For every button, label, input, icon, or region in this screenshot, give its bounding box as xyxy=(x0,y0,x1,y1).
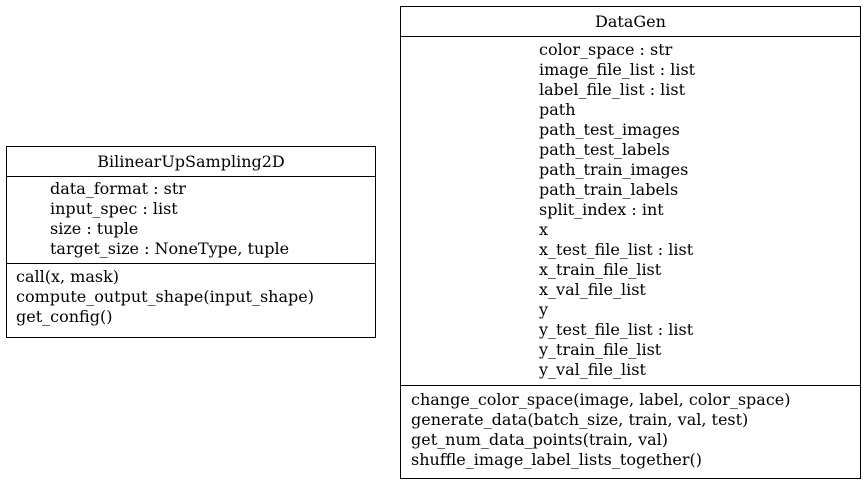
attribute: split_index : int xyxy=(539,200,860,220)
attribute: y_test_file_list : list xyxy=(539,320,860,340)
attributes-section: data_format : str input_spec : list size… xyxy=(7,177,375,264)
class-box-bilinearupsampling2d: BilinearUpSampling2D data_format : str i… xyxy=(6,146,376,338)
attribute: path_train_images xyxy=(539,160,860,180)
method: change_color_space(image, label, color_s… xyxy=(411,390,860,410)
attribute: x xyxy=(539,220,860,240)
method: get_num_data_points(train, val) xyxy=(411,430,860,450)
attribute: path_test_labels xyxy=(539,140,860,160)
method: shuffle_image_label_lists_together() xyxy=(411,450,860,470)
attribute: x_test_file_list : list xyxy=(539,240,860,260)
attribute: y_train_file_list xyxy=(539,340,860,360)
attribute: path xyxy=(539,100,860,120)
class-name: BilinearUpSampling2D xyxy=(7,147,375,177)
attribute: y_val_file_list xyxy=(539,360,860,380)
attribute: path_test_images xyxy=(539,120,860,140)
method: call(x, mask) xyxy=(16,267,375,287)
class-box-datagen: DataGen color_space : str image_file_lis… xyxy=(400,6,861,479)
attribute: target_size : NoneType, tuple xyxy=(50,239,375,259)
attribute: x_train_file_list xyxy=(539,260,860,280)
attribute: x_val_file_list xyxy=(539,280,860,300)
attribute: path_train_labels xyxy=(539,180,860,200)
attribute: size : tuple xyxy=(50,219,375,239)
attribute: input_spec : list xyxy=(50,199,375,219)
attribute: color_space : str xyxy=(539,40,860,60)
method: generate_data(batch_size, train, val, te… xyxy=(411,410,860,430)
method: get_config() xyxy=(16,307,375,327)
methods-section: change_color_space(image, label, color_s… xyxy=(401,386,860,470)
attribute: image_file_list : list xyxy=(539,60,860,80)
attribute: label_file_list : list xyxy=(539,80,860,100)
methods-section: call(x, mask) compute_output_shape(input… xyxy=(7,264,375,327)
attribute: y xyxy=(539,300,860,320)
attributes-section: color_space : str image_file_list : list… xyxy=(401,37,860,386)
class-name: DataGen xyxy=(401,7,860,37)
method: compute_output_shape(input_shape) xyxy=(16,287,375,307)
attribute: data_format : str xyxy=(50,179,375,199)
